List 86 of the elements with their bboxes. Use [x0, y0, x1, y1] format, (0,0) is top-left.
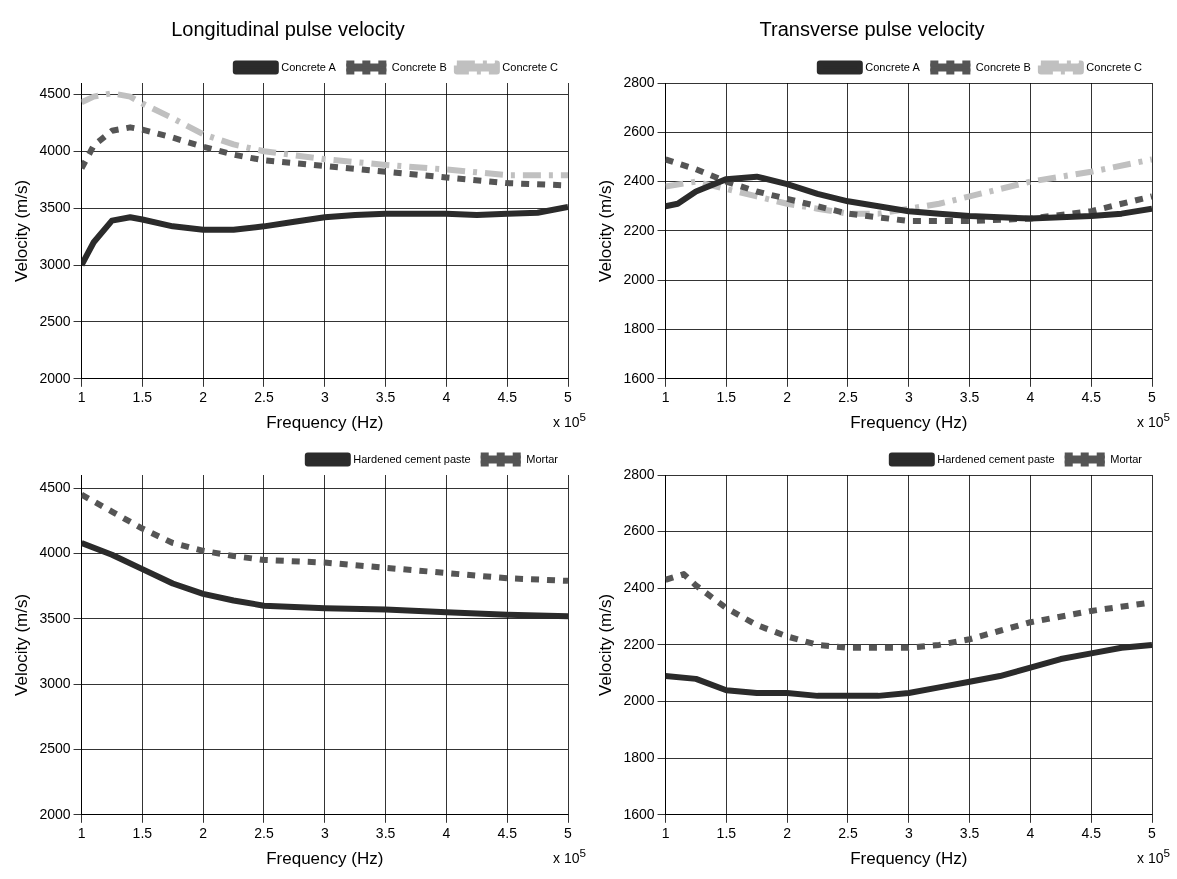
- x-tick-label: 5: [564, 825, 573, 842]
- y-tick-label: 2800: [623, 73, 655, 90]
- y-tick-label: 1800: [623, 320, 655, 337]
- y-tick-label: 3000: [39, 255, 71, 272]
- legend-label: Concrete A: [865, 60, 921, 73]
- x-tick-label: 5: [1148, 825, 1157, 842]
- y-tick-label: 2400: [623, 172, 655, 189]
- x-axis-title: Frequency (Hz): [850, 413, 968, 433]
- y-axis-title: Velocity (m/s): [11, 179, 31, 282]
- x-tick-label: 1.5: [716, 825, 737, 842]
- y-tick-label: 2000: [39, 369, 71, 386]
- x-axis-title: Frequency (Hz): [850, 849, 968, 869]
- x-tick-label: 5: [564, 389, 573, 406]
- text: x 10$^{5}$: [1137, 410, 1170, 430]
- y-tick-label: 3500: [39, 609, 71, 626]
- y-tick-label: 2400: [623, 579, 655, 596]
- x-axis-title: Frequency (Hz): [266, 413, 384, 433]
- x-tick-label: 1: [77, 825, 86, 842]
- y-tick-label: 1800: [623, 749, 655, 766]
- x-tick-label: 4.5: [497, 825, 518, 842]
- y-tick-label: 2200: [623, 635, 655, 652]
- x-tick-label: 4: [442, 825, 451, 842]
- chart-title: Longitudinal pulse velocity: [171, 17, 405, 40]
- y-axis-title: Velocity (m/s): [595, 179, 615, 282]
- y-tick-label: 2500: [39, 312, 71, 329]
- y-tick-label: 2200: [623, 221, 655, 238]
- y-tick-label: 4000: [39, 142, 71, 159]
- y-tick-label: 2000: [623, 271, 655, 288]
- x-tick-label: 3.5: [375, 389, 396, 406]
- x-tick-label: 2: [783, 389, 792, 406]
- x-tick-label: 4: [442, 389, 451, 406]
- legend-label: Mortar: [526, 452, 559, 465]
- legend-label: Concrete C: [502, 60, 559, 73]
- y-axis-title: Velocity (m/s): [595, 593, 615, 696]
- y-tick-label: 1600: [623, 805, 655, 822]
- x-tick-label: 2.5: [838, 389, 858, 406]
- legend-label: Mortar: [1110, 452, 1143, 465]
- y-tick-label: 2600: [623, 522, 655, 539]
- x-tick-label: 1: [661, 825, 670, 842]
- x-tick-label: 2: [783, 825, 792, 842]
- x-tick-label: 1.5: [132, 389, 153, 406]
- y-tick-label: 2000: [623, 692, 655, 709]
- x-tick-label: 2: [199, 389, 208, 406]
- x-tick-label: 3.5: [375, 825, 396, 842]
- x-tick-label: 2: [199, 825, 208, 842]
- y-tick-label: 2500: [39, 740, 71, 757]
- x-tick-label: 3: [904, 825, 913, 842]
- x-tick-label: 2.5: [254, 825, 274, 842]
- y-tick-label: 4000: [39, 544, 71, 561]
- chart-title: Transverse pulse velocity: [759, 17, 985, 40]
- x-axis-title: Frequency (Hz): [266, 849, 384, 869]
- y-tick-label: 2000: [39, 805, 71, 822]
- text: x 10$^{5}$: [553, 846, 586, 866]
- y-tick-label: 2800: [623, 465, 655, 482]
- x-tick-label: 3.5: [959, 389, 980, 406]
- x-tick-label: 3: [904, 389, 913, 406]
- x-tick-label: 2.5: [838, 825, 858, 842]
- x-tick-label: 1.5: [132, 825, 153, 842]
- y-tick-label: 3500: [39, 199, 71, 216]
- y-tick-label: 2600: [623, 123, 655, 140]
- x-tick-label: 1: [77, 389, 86, 406]
- y-axis-title: Velocity (m/s): [11, 593, 31, 696]
- x-tick-label: 5: [1148, 389, 1157, 406]
- x-tick-label: 1: [661, 389, 670, 406]
- x-tick-label: 4: [1026, 389, 1035, 406]
- y-tick-label: 4500: [39, 85, 71, 102]
- legend-label: Hardened cement paste: [937, 452, 1055, 465]
- y-tick-label: 3000: [39, 674, 71, 691]
- text: x 10$^{5}$: [553, 410, 586, 430]
- legend-label: Concrete C: [1086, 60, 1143, 73]
- x-tick-label: 4: [1026, 825, 1035, 842]
- legend-label: Hardened cement paste: [353, 452, 471, 465]
- x-tick-label: 3: [320, 825, 329, 842]
- x-tick-label: 3.5: [959, 825, 980, 842]
- x-tick-label: 4.5: [1081, 825, 1102, 842]
- legend-label: Concrete B: [391, 60, 447, 73]
- x-tick-label: 2.5: [254, 389, 274, 406]
- y-tick-label: 4500: [39, 478, 71, 495]
- x-tick-label: 3: [320, 389, 329, 406]
- x-tick-label: 1.5: [716, 389, 737, 406]
- text: x 10$^{5}$: [1137, 846, 1170, 866]
- x-tick-label: 4.5: [1081, 389, 1102, 406]
- legend-label: Concrete A: [281, 60, 337, 73]
- legend-label: Concrete B: [975, 60, 1031, 73]
- y-tick-label: 1600: [623, 369, 655, 386]
- x-tick-label: 4.5: [497, 389, 518, 406]
